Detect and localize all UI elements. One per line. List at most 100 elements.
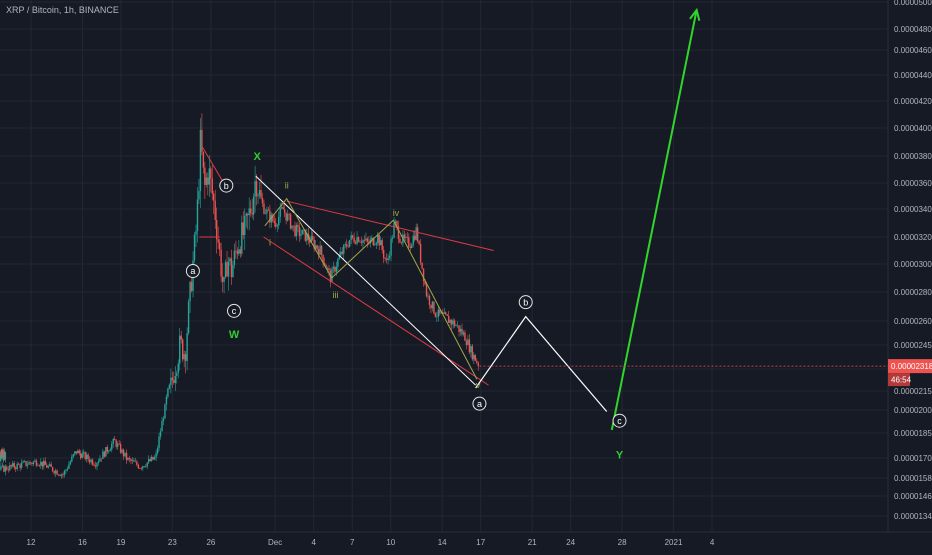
candle-body	[90, 459, 92, 463]
candle-body	[445, 312, 447, 315]
candle-body	[418, 241, 420, 244]
time-axis[interactable]: 12 16 19 23 26 Dec 4 7 10 14 17 21 24 28 2021 4	[27, 538, 715, 547]
candle-body	[56, 470, 58, 475]
candle-body	[230, 258, 233, 278]
candle-body	[264, 213, 267, 214]
candle-body	[17, 463, 20, 465]
candle-body	[335, 266, 338, 272]
candle-body	[78, 450, 80, 454]
candle-body	[390, 238, 392, 256]
candle-body	[198, 191, 200, 200]
wave-label-circle	[472, 396, 487, 411]
candle-body	[180, 335, 182, 340]
candle-body	[108, 450, 110, 452]
candle-body	[20, 462, 23, 468]
candle-body	[23, 461, 26, 462]
wave-label-b: b	[523, 297, 528, 307]
wave-b-small-1-line[interactable]	[201, 145, 225, 184]
candle-body	[297, 225, 299, 227]
candle-body	[377, 235, 379, 243]
candle-body	[430, 304, 432, 309]
candle-body	[399, 238, 401, 243]
candle-body	[415, 227, 417, 240]
wave-label-circle	[185, 264, 200, 278]
candle-body	[449, 319, 451, 323]
candle-body	[461, 328, 463, 335]
candle-body	[217, 239, 219, 243]
candle-body	[223, 277, 225, 282]
candle-body	[187, 301, 190, 334]
subwave-label-iv: iv	[393, 208, 400, 218]
candle-body	[184, 354, 187, 361]
candle-body	[181, 339, 184, 360]
candle-body	[403, 234, 406, 239]
candle-body	[458, 325, 460, 332]
candle-body	[65, 469, 67, 471]
candle-body	[158, 436, 160, 449]
lower-channel-line[interactable]	[263, 236, 489, 386]
candle-body	[350, 235, 352, 240]
candle-body	[54, 470, 57, 474]
subwave-path[interactable]	[264, 197, 478, 380]
wave-x-to-a-line[interactable]	[255, 175, 476, 386]
candle-body	[378, 235, 380, 246]
candle-body	[365, 238, 367, 241]
candle-body	[348, 239, 351, 247]
wave-label-c: c	[232, 306, 237, 316]
candle-body	[258, 190, 261, 196]
candle-body	[303, 229, 305, 231]
candle-body	[148, 459, 150, 463]
candle-body	[317, 248, 320, 255]
candle-body	[363, 240, 366, 241]
upper-channel-line[interactable]	[286, 200, 494, 251]
candle-body	[229, 258, 231, 262]
candle-body	[71, 456, 73, 462]
candle-body	[208, 168, 210, 185]
bullish-arrow-line[interactable]	[610, 9, 698, 431]
candle-body	[450, 319, 453, 325]
candle-body	[447, 315, 450, 323]
candle-body	[26, 464, 29, 466]
projection-path[interactable]	[475, 315, 608, 412]
candle-body	[316, 245, 318, 249]
wave-label-circle	[612, 413, 627, 428]
candle-body	[384, 257, 386, 259]
candle-body	[257, 195, 259, 197]
candle-body	[286, 214, 289, 221]
candle-body	[453, 320, 456, 327]
candle-body	[155, 453, 157, 458]
candle-body	[38, 465, 41, 467]
candle-body	[405, 236, 407, 239]
candle-body	[69, 461, 72, 465]
candle-body	[476, 360, 478, 363]
candle-body	[177, 363, 179, 374]
candle-body	[35, 460, 38, 466]
candle-body	[130, 459, 132, 462]
candle-body	[301, 229, 304, 235]
candle-body	[46, 464, 48, 468]
candle-body	[105, 447, 107, 457]
candle-body	[153, 457, 156, 460]
candle-body	[174, 376, 177, 383]
candle-body	[455, 325, 457, 327]
candle-body	[391, 237, 394, 239]
time-tick-label: 24	[566, 538, 575, 547]
time-tick-label: 7	[350, 538, 355, 547]
candle-body	[340, 251, 342, 256]
candle-body	[6, 466, 8, 470]
candle-body	[283, 209, 286, 213]
candle-body	[282, 207, 284, 210]
candle-body	[15, 467, 17, 469]
candle-body	[247, 213, 249, 216]
candle-body	[179, 335, 181, 364]
countdown-tag	[888, 373, 910, 387]
